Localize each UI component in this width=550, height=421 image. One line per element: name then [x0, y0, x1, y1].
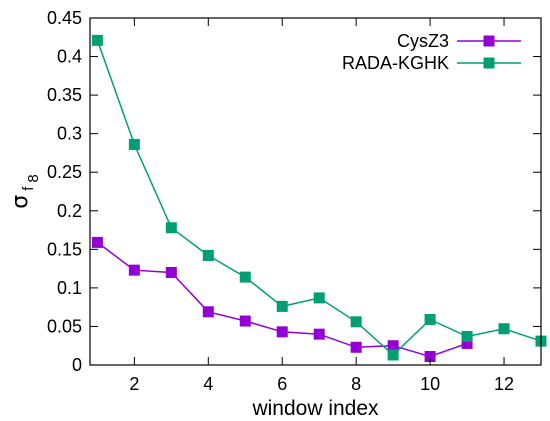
y-tick-label: 0.2 [57, 201, 82, 221]
data-point-rada-kghk [461, 330, 473, 342]
legend-marker-cysz3 [483, 35, 495, 47]
y-axis-subscript: f [20, 186, 37, 191]
data-point-rada-kghk [350, 316, 362, 328]
data-point-rada-kghk [202, 250, 214, 262]
data-point-rada-kghk [498, 323, 510, 335]
x-tick-label: 8 [351, 374, 361, 394]
series-layer [91, 34, 547, 363]
legend-label-cysz3: CysZ3 [397, 31, 449, 51]
y-axis-title: σ f 8 [8, 174, 42, 208]
data-point-rada-kghk [387, 349, 399, 361]
y-tick-label: 0.35 [47, 85, 82, 105]
data-point-cysz3 [387, 340, 399, 352]
x-tick-label: 10 [420, 374, 440, 394]
plot-frame [89, 17, 542, 366]
y-tick-label: 0.25 [47, 162, 82, 182]
y-tick-label: 0.45 [47, 8, 82, 28]
y-tick-label: 0.4 [57, 47, 82, 67]
data-point-cysz3 [128, 264, 140, 276]
y-axis-symbol: σ [8, 195, 33, 209]
x-tick-label: 2 [129, 374, 139, 394]
data-point-rada-kghk [128, 138, 140, 150]
series-line-rada-kghk [96, 40, 542, 357]
data-point-rada-kghk [239, 271, 251, 283]
y-tick-label: 0.05 [47, 316, 82, 336]
ticks-layer: 0 0.05 0.1 0.15 0.2 0.25 0.3 0.35 0.4 0.45 2 4 6 8 10 1… [47, 8, 541, 394]
x-tick-label: 6 [277, 374, 287, 394]
data-point-cysz3 [424, 351, 436, 363]
data-point-cysz3 [313, 328, 325, 340]
legend-marker-rada-kghk [483, 57, 495, 69]
y-tick-label: 0.1 [57, 278, 82, 298]
data-point-cysz3 [202, 306, 214, 318]
x-tick-label: 12 [494, 374, 514, 394]
y-axis-subsubscript: 8 [25, 174, 42, 182]
data-point-rada-kghk [91, 34, 103, 46]
x-tick-label: 4 [203, 374, 213, 394]
data-point-cysz3 [461, 337, 473, 349]
data-point-rada-kghk [276, 300, 288, 312]
data-point-rada-kghk [424, 314, 436, 326]
data-point-cysz3 [350, 341, 362, 353]
x-axis-title: window index [251, 397, 379, 420]
legend-label-rada-kghk: RADA-KGHK [342, 53, 449, 73]
data-point-cysz3 [239, 315, 251, 327]
y-tick-label: 0.3 [57, 124, 82, 144]
data-point-cysz3 [165, 266, 177, 278]
series-line-cysz3 [96, 241, 468, 358]
data-point-cysz3 [91, 236, 103, 248]
data-point-rada-kghk [313, 292, 325, 304]
y-tick-label: 0 [72, 355, 82, 375]
y-tick-label: 0.15 [47, 239, 82, 259]
data-point-cysz3 [276, 326, 288, 338]
data-point-rada-kghk [165, 222, 177, 234]
